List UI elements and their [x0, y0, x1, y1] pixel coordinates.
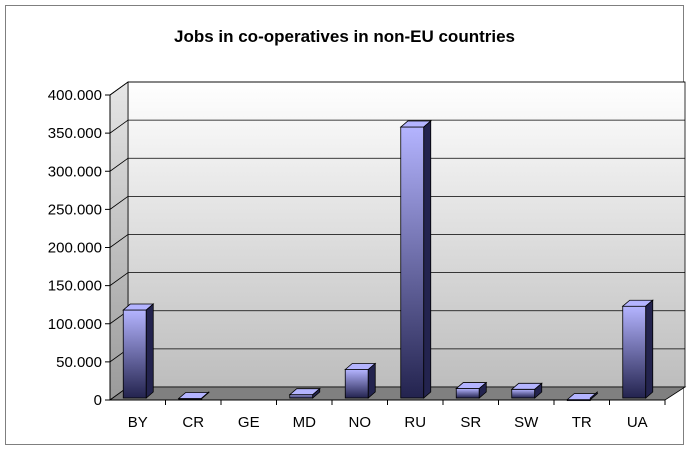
x-category-label: GE [238, 414, 260, 431]
y-tick-label: 50.000 [56, 354, 102, 371]
x-category-label: RU [404, 414, 426, 431]
x-category-label: SW [514, 414, 539, 431]
x-category-label: MD [293, 414, 316, 431]
bar-side [423, 120, 432, 399]
bar [399, 120, 432, 399]
chart-title: Jobs in co-operatives in non-EU countrie… [174, 27, 515, 46]
bar-side [645, 299, 654, 399]
bar-side [367, 362, 376, 399]
bar [566, 391, 599, 402]
bar-side [589, 391, 598, 401]
y-tick-label: 0 [94, 392, 102, 409]
bar-side [145, 303, 154, 399]
x-category-label: BY [128, 414, 148, 431]
bar-front [344, 369, 369, 399]
bar [344, 362, 377, 399]
x-category-label: UA [627, 414, 648, 431]
bar [122, 303, 155, 399]
bar [510, 382, 543, 399]
bar [288, 387, 321, 399]
bar-side [534, 382, 543, 399]
y-tick-label: 150.000 [48, 278, 102, 295]
y-tick-label: 400.000 [48, 87, 102, 104]
gridline [109, 195, 685, 210]
x-category-label: TR [572, 414, 592, 431]
y-tick-label: 200.000 [48, 240, 102, 257]
bar-front [289, 394, 314, 399]
bar-side [312, 387, 321, 399]
bar [455, 381, 488, 399]
y-tick-label: 100.000 [48, 316, 102, 333]
x-category-label: NO [349, 414, 372, 431]
gridline [109, 119, 685, 134]
bar-front [400, 126, 425, 399]
y-tick-label: 250.000 [48, 201, 102, 218]
y-tick-label: 350.000 [48, 125, 102, 142]
gridline [109, 81, 685, 96]
bar [177, 391, 210, 400]
bar-front [122, 309, 147, 399]
bar-side [201, 391, 210, 400]
bar-front [511, 388, 536, 399]
y-tick-label: 300.000 [48, 163, 102, 180]
bar-front [455, 388, 480, 399]
bar-side [478, 381, 487, 399]
gridline [109, 234, 685, 248]
bar-front [622, 305, 647, 399]
gridline [109, 157, 685, 172]
x-category-label: SR [460, 414, 481, 431]
x-category-label: CR [182, 414, 204, 431]
gridline [109, 272, 685, 286]
bar [621, 299, 654, 399]
